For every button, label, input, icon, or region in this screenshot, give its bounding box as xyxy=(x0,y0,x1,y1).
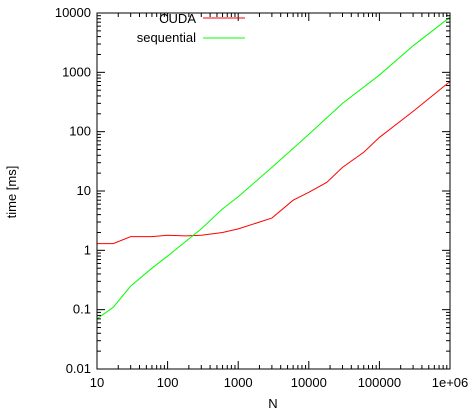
x-tick-label: 1e+06 xyxy=(432,375,469,390)
y-axis-label: time [ms] xyxy=(4,166,19,219)
legend: CUDA sequential xyxy=(137,11,245,45)
y-tick-label: 0.01 xyxy=(66,361,91,376)
x-tick-label: 10 xyxy=(90,375,104,390)
y-tick-label: 10000 xyxy=(55,5,91,20)
legend-label-sequential: sequential xyxy=(137,30,196,45)
y-tick-label: 0.1 xyxy=(73,302,91,317)
y-tick-label: 10 xyxy=(77,183,91,198)
y-tick-label: 1 xyxy=(84,242,91,257)
x-axis-label: N xyxy=(268,396,277,411)
x-tick-label: 10000 xyxy=(291,375,327,390)
x-tick-label: 100 xyxy=(157,375,179,390)
x-tick-label: 1000 xyxy=(224,375,253,390)
series-line-sequential xyxy=(96,16,451,320)
y-tick-label: 1000 xyxy=(62,64,91,79)
ticks-layer: 10 100 1000 10000 100000 1e+06 0.01 0.1 1 10 100 10… xyxy=(55,5,468,390)
series-line-cuda xyxy=(97,81,451,245)
plot-frame xyxy=(96,12,451,370)
series-layer xyxy=(96,16,451,320)
x-tick-label: 100000 xyxy=(358,375,401,390)
legend-label-cuda: CUDA xyxy=(159,11,196,26)
y-tick-label: 100 xyxy=(69,124,91,139)
